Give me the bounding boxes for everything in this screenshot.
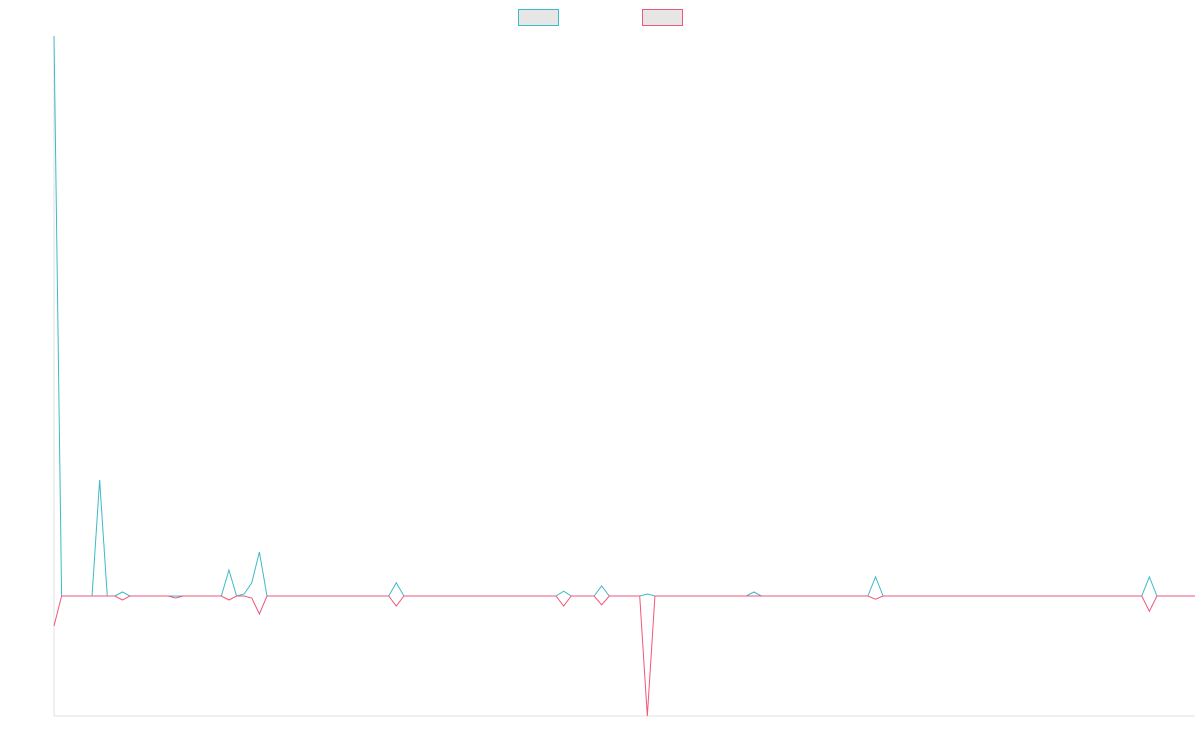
line-series <box>53 595 1195 717</box>
line-series <box>53 35 1195 597</box>
legend-swatch <box>518 9 559 26</box>
legend-swatch <box>642 9 683 26</box>
